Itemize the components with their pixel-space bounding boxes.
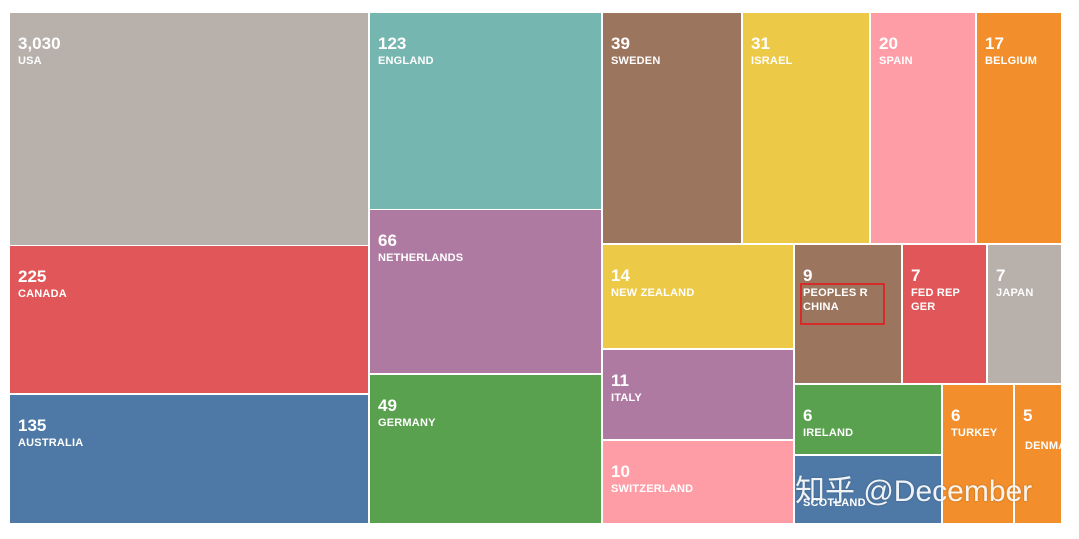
- treemap-cell-canada: 225 CANADA: [10, 246, 368, 393]
- treemap-value: 123: [378, 34, 407, 53]
- treemap-value: 10: [611, 462, 630, 481]
- treemap-value: 7: [911, 266, 921, 285]
- treemap-value: 31: [751, 34, 770, 53]
- treemap-cell-belgium: 17 BELGIUM: [977, 13, 1061, 243]
- treemap-label: NEW ZEALAND: [611, 287, 695, 299]
- treemap-cell-new-zealand: 14 NEW ZEALAND: [603, 245, 793, 348]
- treemap-cell-israel: 31 ISRAEL: [743, 13, 869, 243]
- treemap-value: 66: [378, 231, 397, 250]
- treemap-label: SPAIN: [879, 55, 913, 67]
- treemap-label: SCOTLAND: [803, 497, 866, 509]
- treemap-label: ISRAEL: [751, 55, 793, 67]
- treemap-label: AUSTRALIA: [18, 437, 84, 449]
- treemap-label: SWEDEN: [611, 55, 661, 67]
- treemap-cell-australia: 135 AUSTRALIA: [10, 395, 368, 523]
- treemap-value: 9: [803, 266, 813, 285]
- treemap-value: 6: [803, 406, 813, 425]
- treemap-cell-fed-rep-ger: 7 FED REP GER: [903, 245, 986, 383]
- watermark: 知乎 @December: [795, 475, 1033, 508]
- treemap-label: BELGIUM: [985, 55, 1038, 67]
- treemap-cell-netherlands: 66 NETHERLANDS: [370, 210, 601, 373]
- highlight-box: [800, 283, 885, 325]
- treemap-cell-denma: 5 DENMA: [1015, 385, 1061, 523]
- treemap-cell-usa: 3,030 USA: [10, 13, 368, 245]
- treemap-value: 49: [378, 396, 397, 415]
- treemap-value: 135: [18, 416, 47, 435]
- treemap-cell-england: 123 ENGLAND: [370, 13, 601, 209]
- treemap-cell-scotland: SCOTLAND: [795, 456, 941, 523]
- treemap-value: 17: [985, 34, 1004, 53]
- treemap-value: 7: [996, 266, 1006, 285]
- treemap-cell-italy: 11 ITALY: [603, 350, 793, 439]
- treemap-cell-spain: 20 SPAIN: [871, 13, 975, 243]
- treemap-label: USA: [18, 55, 42, 67]
- treemap-value: 225: [18, 267, 47, 286]
- treemap-value: 5: [1023, 406, 1033, 425]
- treemap-label: CANADA: [18, 288, 67, 300]
- treemap-value: 39: [611, 34, 630, 53]
- treemap-label: ENGLAND: [378, 55, 434, 67]
- treemap-label: TURKEY: [951, 427, 998, 439]
- treemap-cell-sweden: 39 SWEDEN: [603, 13, 741, 243]
- treemap-label: ITALY: [611, 392, 642, 404]
- treemap-label: FED REP GER: [911, 287, 960, 313]
- treemap-value: 20: [879, 34, 898, 53]
- treemap-label: DENMA: [1025, 440, 1061, 452]
- treemap-label: JAPAN: [996, 287, 1034, 299]
- treemap-cell-japan: 7 JAPAN: [988, 245, 1061, 383]
- treemap-label: IRELAND: [803, 427, 854, 439]
- treemap-value: 3,030: [18, 34, 61, 53]
- treemap-value: 6: [951, 406, 961, 425]
- treemap-label: PEOPLES R CHINA: [803, 287, 868, 313]
- treemap-cell-ireland: 6 IRELAND: [795, 385, 941, 454]
- treemap-cell-turkey: 6 TURKEY: [943, 385, 1013, 523]
- treemap-label: SWITZERLAND: [611, 483, 694, 495]
- treemap-label: GERMANY: [378, 417, 436, 429]
- treemap-value: 11: [611, 371, 629, 390]
- treemap-value: 14: [611, 266, 630, 285]
- treemap-label: NETHERLANDS: [378, 252, 464, 264]
- treemap-cell-switzerland: 10 SWITZERLAND: [603, 441, 793, 523]
- treemap-cell-germany: 49 GERMANY: [370, 375, 601, 523]
